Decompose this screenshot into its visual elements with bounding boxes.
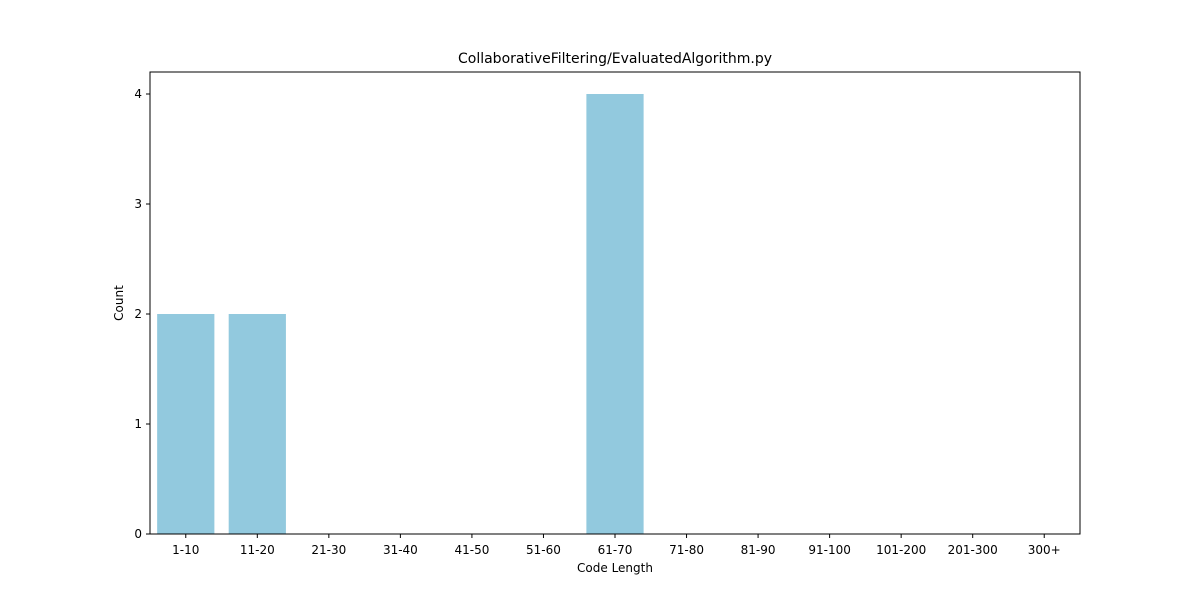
x-axis-label: Code Length: [577, 561, 653, 575]
bar-1-10: [157, 314, 215, 534]
bars-layer: [157, 94, 644, 534]
bar-61-70: [586, 94, 644, 534]
x-tick-label: 300+: [1028, 543, 1061, 557]
x-tick-label: 101-200: [876, 543, 926, 557]
x-tick-label: 71-80: [669, 543, 704, 557]
x-tick-label: 61-70: [598, 543, 633, 557]
y-tick-label: 1: [134, 417, 142, 431]
x-tick-label: 1-10: [172, 543, 199, 557]
y-axis-label: Count: [112, 285, 126, 321]
chart-title: CollaborativeFiltering/EvaluatedAlgorith…: [458, 51, 772, 67]
y-tick-label: 2: [134, 307, 142, 321]
x-tick-label: 31-40: [383, 543, 418, 557]
y-tick-label: 0: [134, 527, 142, 541]
x-tick-label: 81-90: [741, 543, 776, 557]
bar-11-20: [228, 314, 286, 534]
y-tick-label: 3: [134, 197, 142, 211]
x-tick-label: 51-60: [526, 543, 561, 557]
x-tick-label: 41-50: [454, 543, 489, 557]
x-tick-label: 11-20: [240, 543, 275, 557]
x-tick-label: 201-300: [948, 543, 998, 557]
y-axis: 0 1 2 3 4: [134, 87, 150, 541]
x-tick-label: 91-100: [808, 543, 851, 557]
x-tick-label: 21-30: [311, 543, 346, 557]
y-tick-label: 4: [134, 87, 142, 101]
x-axis: 1-10 11-20 21-30 31-40 41-50 51-60 61-70 71-80 8…: [172, 534, 1061, 557]
